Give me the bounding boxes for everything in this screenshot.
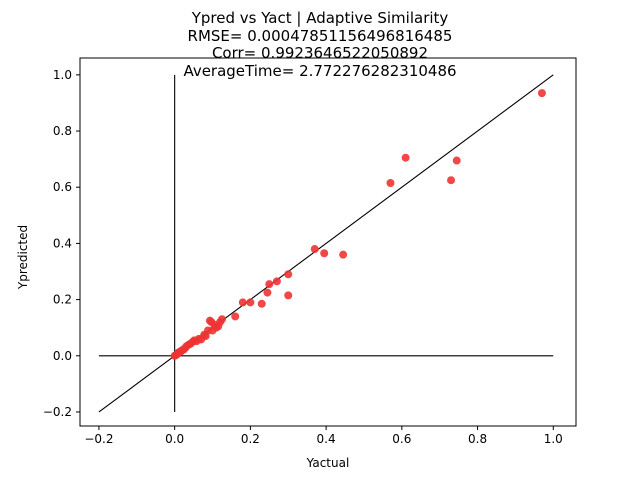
data-point: [217, 315, 226, 324]
y-tick-label: 0.6: [53, 180, 72, 194]
data-point: [231, 312, 240, 321]
data-point: [537, 89, 546, 98]
x-axis-label: Yactual: [306, 456, 350, 470]
data-point: [284, 270, 293, 279]
title-line-4: AverageTime= 2.772276282310486: [183, 62, 456, 80]
data-point: [263, 288, 272, 297]
x-tick-label: 0.6: [392, 432, 411, 446]
data-point: [320, 249, 329, 258]
data-point: [246, 298, 255, 307]
x-tick-label: −0.2: [84, 432, 113, 446]
title-line-3: Corr= 0.9923646522050892: [212, 44, 428, 62]
axes-frame: [79, 57, 577, 427]
x-tick-label: 0.0: [165, 432, 184, 446]
data-point: [238, 298, 247, 307]
x-axis: −0.2 0.0 0.2 0.4 0.6 0.8 1.0: [84, 426, 563, 446]
data-point: [257, 299, 266, 308]
y-tick-label: 0.0: [53, 349, 72, 363]
data-point: [401, 153, 410, 162]
x-tick-label: 0.4: [317, 432, 336, 446]
plot-area: [98, 74, 554, 413]
y-tick-label: 1.0: [53, 68, 72, 82]
x-tick-label: 0.8: [468, 432, 487, 446]
title-line-1: Ypred vs Yact | Adaptive Similarity: [191, 9, 449, 27]
data-point: [272, 277, 281, 286]
data-point: [284, 291, 293, 300]
data-point: [310, 245, 319, 254]
data-point: [447, 176, 456, 185]
chart-title: Ypred vs Yact | Adaptive Similarity RMSE…: [183, 9, 456, 80]
x-tick-label: 0.2: [241, 432, 260, 446]
y-axis-label: Ypredicted: [16, 225, 30, 290]
title-line-2: RMSE= 0.00047851156496816485: [188, 27, 453, 45]
y-tick-label: 0.2: [53, 293, 72, 307]
y-axis: −0.2 0.0 0.2 0.4 0.6 0.8 1.0: [43, 68, 80, 419]
data-point: [265, 280, 274, 289]
data-point: [386, 179, 395, 188]
data-point: [452, 156, 461, 165]
y-tick-label: −0.2: [43, 405, 72, 419]
x-tick-label: 1.0: [544, 432, 563, 446]
y-tick-label: 0.8: [53, 124, 72, 138]
data-point: [339, 250, 348, 259]
reference-line-identity: [98, 74, 554, 413]
y-tick-label: 0.4: [53, 236, 72, 250]
